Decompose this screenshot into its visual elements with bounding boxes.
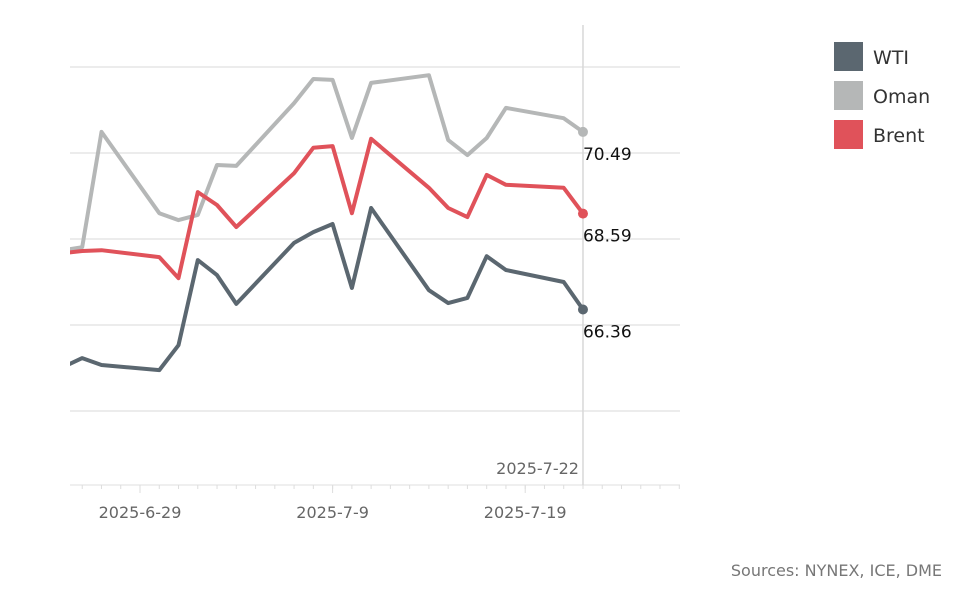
end-value-label-wti: 66.36: [583, 323, 632, 343]
end-value-label-brent: 68.59: [583, 227, 632, 247]
reference-line: 2025-7-22: [496, 25, 584, 485]
data-point-brent: [577, 208, 588, 219]
end-value-label-oman: 70.49: [583, 145, 632, 165]
legend-swatch-oman: [834, 81, 863, 110]
legend-swatch-wti: [834, 42, 863, 71]
legend-label-oman: Oman: [873, 86, 930, 108]
gridlines: [70, 66, 680, 412]
x-axis: 2025-6-29 2025-7-9 2025-7-19: [70, 484, 680, 522]
data-point-wti: [577, 304, 588, 315]
legend: WTI Oman Brent: [834, 42, 930, 149]
x-tick-label: 2025-7-19: [484, 503, 567, 522]
reference-line-label: 2025-7-22: [496, 459, 579, 478]
x-tick-label: 2025-7-9: [296, 503, 369, 522]
legend-label-brent: Brent: [873, 125, 925, 147]
data-point-oman: [577, 126, 588, 137]
x-tick-label: 2025-6-29: [99, 503, 182, 522]
series-lines: 70.49 68.59 66.36: [70, 73, 632, 373]
series-line-oman: [70, 73, 585, 252]
legend-label-wti: WTI: [873, 47, 909, 69]
series-line-brent: [70, 136, 585, 281]
series-line-wti: [70, 206, 585, 373]
legend-swatch-brent: [834, 120, 863, 149]
source-note: Sources: NYNEX, ICE, DME: [731, 561, 942, 580]
